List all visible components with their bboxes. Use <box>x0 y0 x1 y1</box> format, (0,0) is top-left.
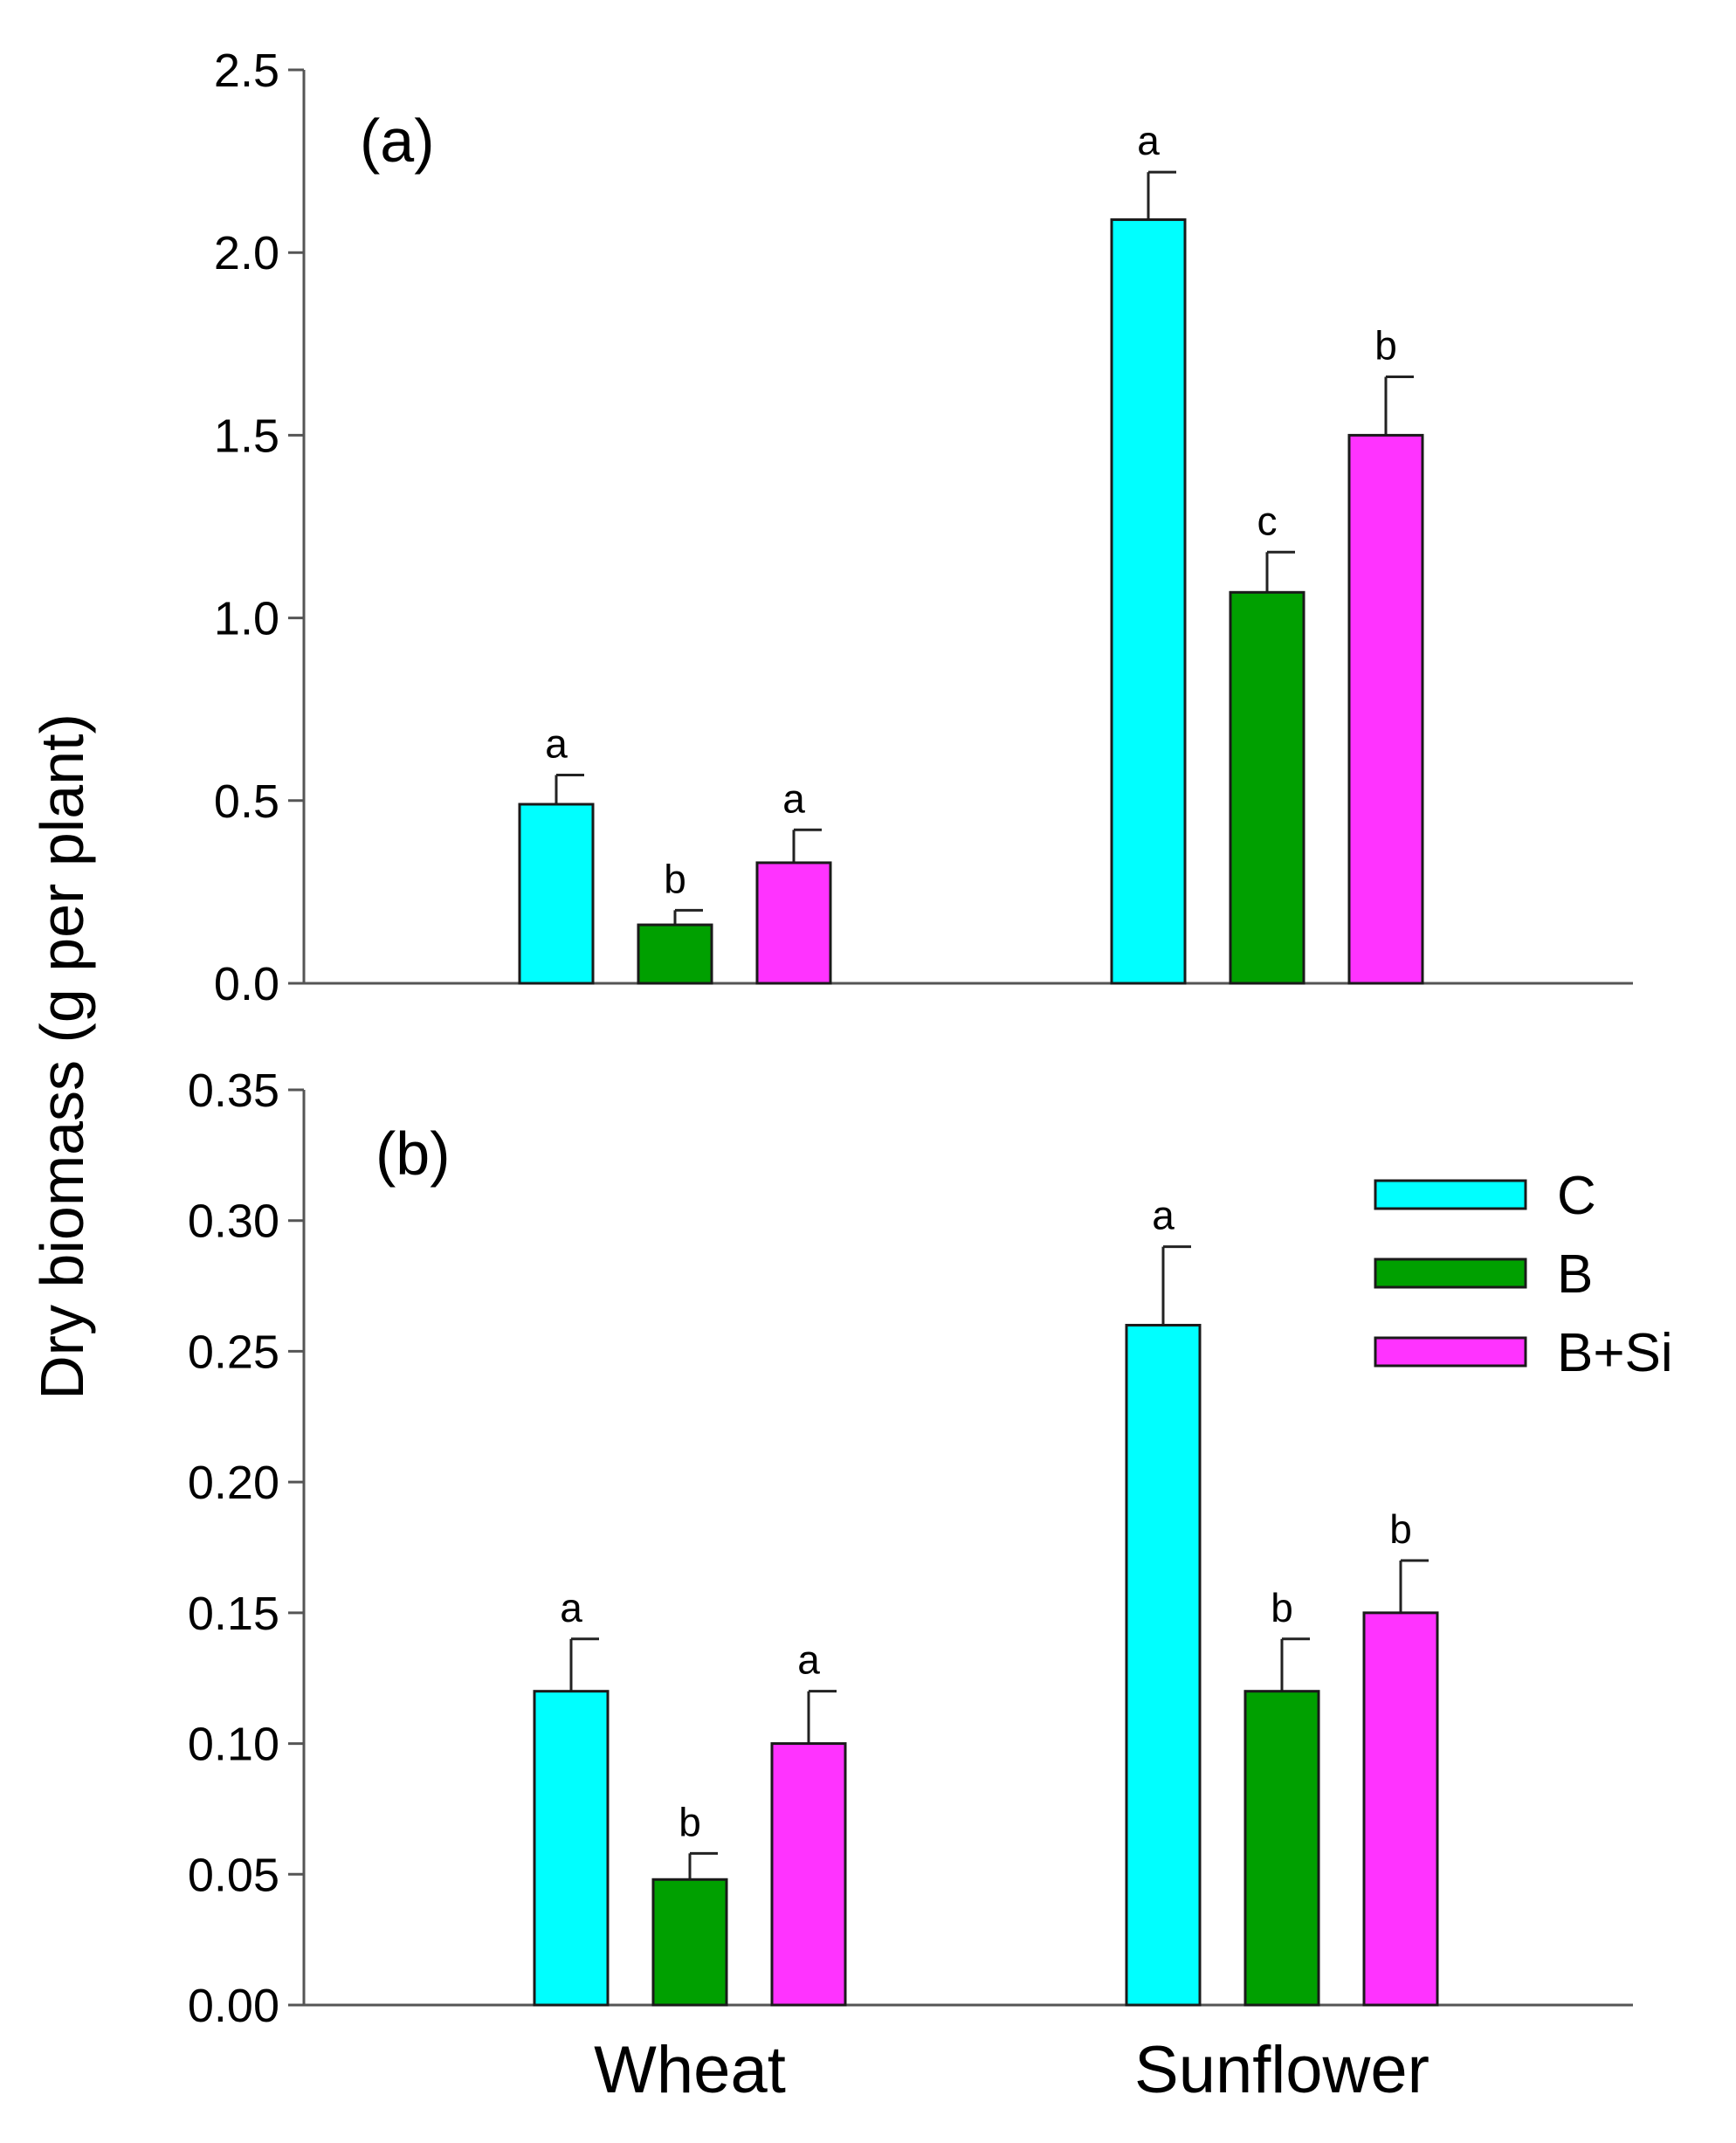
y-tick-label: 0.15 <box>188 1588 279 1640</box>
y-tick-label: 0.25 <box>188 1326 279 1378</box>
legend-label: B+Si <box>1557 1323 1673 1383</box>
bar-b-si-wheat <box>755 861 832 985</box>
y-tick-label: 0.10 <box>188 1719 279 1771</box>
bar-b-wheat <box>651 1878 728 2007</box>
legend: CB B+Si <box>1374 1166 1673 1383</box>
panel-label: (b) <box>375 1120 451 1188</box>
bar-c-wheat <box>518 803 595 985</box>
significance-letter: b <box>1389 1506 1412 1552</box>
x-category-label: Sunflower <box>1134 2033 1429 2107</box>
significance-letter: a <box>545 721 568 767</box>
panel-b: 0.00 0.05 0.10 0.15 0.20 0.25 0.30 0.35 (b) a b a a b… <box>188 1065 1673 2107</box>
legend-label: C <box>1557 1166 1596 1226</box>
y-tick-label: 2.5 <box>214 45 279 97</box>
panel-label: (a) <box>360 107 435 175</box>
y-tick-label: 0.30 <box>188 1196 279 1248</box>
legend-swatch <box>1374 1179 1527 1210</box>
bar-b-wheat <box>637 923 713 985</box>
significance-letter: a <box>1137 118 1160 163</box>
y-tick-label: 0.05 <box>188 1849 279 1901</box>
legend-swatch <box>1374 1258 1527 1289</box>
x-category-label: Wheat <box>594 2033 786 2107</box>
bar-c-sunflower <box>1125 1323 1202 2007</box>
significance-letter: a <box>1152 1193 1175 1238</box>
legend-swatch <box>1374 1336 1527 1368</box>
y-tick-label: 0.20 <box>188 1457 279 1509</box>
y-tick-label: 1.5 <box>214 410 279 462</box>
y-tick-label: 2.0 <box>214 227 279 279</box>
significance-letter: a <box>560 1585 582 1630</box>
bar-b-si-wheat <box>770 1742 847 2007</box>
y-tick-label: 0.35 <box>188 1065 279 1117</box>
bar-b-sunflower <box>1243 1690 1320 2007</box>
bar-b-si-sunflower <box>1347 433 1424 985</box>
significance-letter: a <box>782 775 805 821</box>
bar-b-sunflower <box>1229 590 1305 985</box>
y-tick-label: 0.00 <box>188 1980 279 2032</box>
bar-c-wheat <box>533 1690 610 2007</box>
bar-b-si-sunflower <box>1362 1611 1439 2007</box>
significance-letter: b <box>1374 322 1397 368</box>
significance-letter: b <box>679 1799 701 1844</box>
y-tick-label: 1.0 <box>214 593 279 645</box>
bar-c-sunflower <box>1110 218 1187 985</box>
significance-letter: c <box>1257 498 1278 543</box>
y-tick-label: 0.5 <box>214 775 279 828</box>
panel-a: 0.0 0.5 1.0 1.5 2.0 2.5 (a) a b a a c b <box>214 45 1633 1010</box>
significance-letter: b <box>664 856 686 901</box>
y-tick-label: 0.0 <box>214 958 279 1010</box>
significance-letter: a <box>797 1637 820 1683</box>
legend-label: B <box>1557 1244 1593 1305</box>
y-axis-label: Dry biomass (g per plant) <box>28 713 96 1400</box>
significance-letter: b <box>1271 1585 1293 1630</box>
